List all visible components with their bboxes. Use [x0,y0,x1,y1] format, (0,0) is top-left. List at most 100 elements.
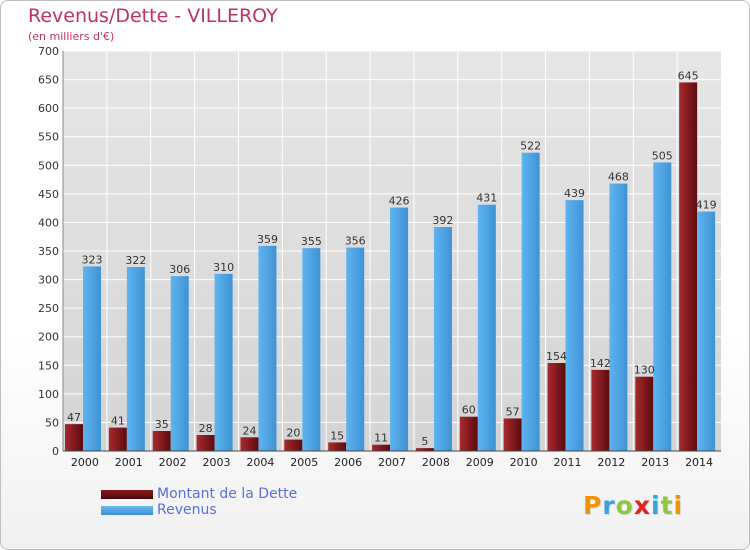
data-label-revenus: 355 [301,235,322,248]
x-tick-label: 2001 [115,456,143,469]
bar-dette [328,442,347,451]
data-label-revenus: 306 [169,263,190,276]
data-label-revenus: 419 [696,199,717,212]
bar-dette [591,369,610,451]
bar-dette [679,82,698,451]
y-tick-label: 300 [38,274,59,287]
logo-letter: o [615,491,634,520]
x-tick-label: 2000 [71,456,99,469]
x-tick-label: 2003 [203,456,231,469]
bar-dette [415,448,434,451]
logo-letter: r [602,491,616,520]
data-label-dette: 645 [678,69,699,82]
bar-revenus [126,267,145,451]
y-tick-label: 700 [38,45,59,58]
bar-dette [372,444,391,451]
data-label-revenus: 439 [564,187,585,200]
data-label-revenus: 392 [432,214,453,227]
chart-subtitle: (en milliers d'€) [28,30,115,43]
data-label-dette: 28 [199,422,213,435]
data-label-revenus: 323 [82,253,103,266]
data-label-dette: 15 [330,429,344,442]
data-label-revenus: 310 [213,261,234,274]
y-tick-label: 150 [38,359,59,372]
data-label-revenus: 468 [608,171,629,184]
data-label-revenus: 359 [257,233,278,246]
y-tick-label: 450 [38,188,59,201]
data-label-dette: 57 [506,405,520,418]
y-tick-label: 400 [38,216,59,229]
y-tick-label: 0 [52,445,59,458]
logo-letter: i [651,491,661,520]
y-tick-label: 350 [38,245,59,258]
data-label-dette: 11 [374,432,388,445]
data-label-dette: 41 [111,415,125,428]
logo-letter: x [633,491,651,520]
data-label-dette: 142 [590,357,611,370]
bar-dette [503,418,522,451]
legend-swatch-revenus [101,506,153,515]
bar-revenus [214,273,233,451]
bar-revenus [170,276,189,451]
bar-dette [240,437,259,451]
bar-dette [152,431,171,451]
x-tick-label: 2008 [422,456,450,469]
data-label-dette: 5 [421,435,428,448]
x-tick-label: 2010 [510,456,538,469]
bar-revenus [83,266,101,451]
bar-dette [635,376,654,451]
logo-letter: i [673,491,684,520]
bar-revenus [697,211,716,451]
data-label-dette: 20 [286,427,300,440]
data-label-revenus: 505 [652,149,673,162]
data-label-revenus: 322 [125,254,146,267]
y-tick-label: 100 [38,388,59,401]
bar-revenus [521,152,540,451]
bar-revenus [390,207,409,451]
bar-revenus [302,248,321,451]
x-tick-label: 2012 [597,456,625,469]
x-tick-label: 2002 [159,456,187,469]
proxiti-logo: Proxiti [583,491,683,520]
legend-swatch-dette [101,490,153,499]
x-tick-label: 2006 [334,456,362,469]
bar-revenus [609,183,628,452]
bar-revenus [477,204,496,451]
data-label-dette: 35 [155,418,169,431]
x-tick-label: 2011 [553,456,581,469]
x-tick-label: 2005 [290,456,318,469]
legend-label-dette: Montant de la Dette [157,486,298,502]
bar-dette [65,424,83,451]
x-tick-label: 2013 [641,456,669,469]
y-tick-label: 250 [38,302,59,315]
bar-dette [547,363,566,451]
data-label-dette: 154 [546,350,567,363]
chart-title: Revenus/Dette - VILLEROY [28,5,278,27]
y-tick-label: 650 [38,74,59,87]
logo-letter: P [583,491,603,520]
x-tick-label: 2009 [466,456,494,469]
data-label-dette: 130 [634,364,655,377]
data-label-dette: 47 [67,411,81,424]
bar-revenus [346,247,365,451]
bar-revenus [433,227,452,451]
bar-dette [284,439,303,451]
legend-label-revenus: Revenus [157,502,217,518]
bar-dette [196,435,215,451]
y-tick-label: 50 [45,416,59,429]
bar-dette [459,416,478,451]
data-label-revenus: 431 [476,192,497,205]
data-label-dette: 24 [242,424,256,437]
bar-revenus [565,200,584,451]
data-label-revenus: 426 [389,195,410,208]
bar-dette [108,427,127,451]
y-tick-label: 500 [38,159,59,172]
y-tick-label: 200 [38,331,59,344]
x-tick-label: 2004 [246,456,274,469]
bar-revenus [258,245,277,451]
y-tick-label: 550 [38,131,59,144]
y-tick-label: 600 [38,102,59,115]
x-tick-label: 2007 [378,456,406,469]
